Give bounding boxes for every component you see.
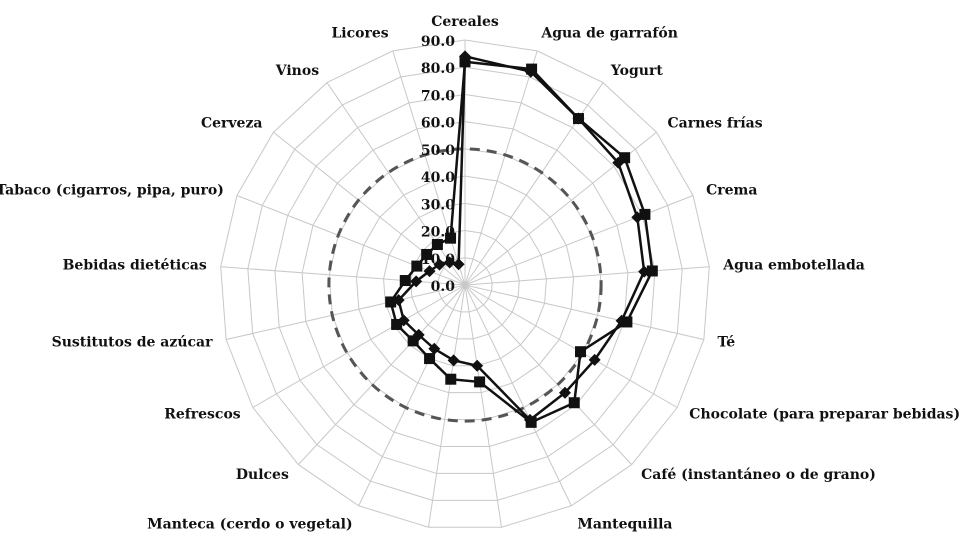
- tick-label: 60.0: [421, 116, 455, 132]
- marker: [615, 314, 628, 327]
- category-label: Agua de garrafón: [540, 26, 678, 42]
- category-label: Chocolate (para preparar bebidas): [689, 407, 960, 423]
- marker: [621, 316, 633, 328]
- marker: [631, 211, 644, 224]
- marker: [568, 397, 580, 409]
- marker: [452, 258, 465, 271]
- category-label: Crema: [706, 182, 757, 198]
- spoke: [464, 284, 572, 506]
- marker: [639, 208, 651, 220]
- marker: [385, 296, 397, 308]
- marker: [392, 294, 405, 307]
- spoke: [464, 284, 633, 465]
- marker: [391, 318, 403, 330]
- spoke: [273, 131, 466, 286]
- marker: [572, 112, 585, 125]
- category-label: Cerveza: [201, 116, 263, 132]
- category-label: Tabaco (cigarros, pipa, puro): [0, 182, 224, 198]
- spoke: [464, 284, 678, 408]
- grid-ring: [301, 121, 629, 448]
- category-label: Agua embotellada: [722, 258, 865, 274]
- spoke: [464, 284, 704, 341]
- marker: [588, 353, 601, 366]
- category-label: Yogurt: [610, 63, 663, 79]
- marker: [423, 265, 436, 278]
- marker: [646, 265, 658, 277]
- marker: [411, 260, 423, 272]
- spoke: [464, 50, 538, 286]
- grid-ring: [220, 39, 710, 528]
- category-label: Mantequilla: [577, 516, 672, 532]
- marker: [428, 342, 441, 355]
- category-label: Café (instantáneo o de grano): [641, 467, 876, 483]
- marker: [424, 353, 436, 365]
- marker: [558, 386, 571, 399]
- marker: [523, 413, 536, 426]
- marker: [410, 275, 423, 288]
- marker: [575, 346, 587, 358]
- marker: [399, 275, 411, 287]
- spoke: [297, 284, 466, 465]
- spoke: [326, 82, 466, 286]
- spoke: [226, 284, 466, 341]
- spoke: [427, 284, 466, 528]
- spoke: [220, 266, 466, 286]
- grid-ring: [410, 230, 520, 340]
- marker: [445, 232, 457, 244]
- category-label: Refrescos: [164, 407, 241, 423]
- tick-label: 50.0: [421, 143, 455, 159]
- marker: [412, 328, 425, 341]
- category-label: Licores: [331, 26, 388, 42]
- spoke: [464, 284, 503, 528]
- grid-ring: [437, 257, 493, 313]
- spoke: [252, 284, 466, 408]
- marker: [524, 65, 537, 78]
- marker: [443, 256, 456, 269]
- grid-ring: [355, 175, 575, 394]
- grid-ring: [383, 202, 547, 367]
- category-label: Té: [718, 335, 736, 351]
- category-label: Carnes frías: [667, 116, 762, 132]
- marker: [612, 156, 625, 169]
- spoke: [464, 82, 604, 286]
- marker: [459, 50, 471, 63]
- tick-label: 90.0: [421, 34, 455, 50]
- marker: [447, 354, 460, 367]
- tick-label: 40.0: [421, 170, 455, 186]
- marker: [619, 152, 631, 164]
- spoke: [392, 50, 466, 286]
- category-label: Bebidas dietéticas: [63, 258, 207, 274]
- category-label: Vinos: [275, 63, 319, 79]
- marker: [431, 239, 443, 251]
- grid-ring: [247, 66, 683, 501]
- marker: [397, 314, 410, 327]
- tick-label: 0.0: [431, 279, 456, 295]
- spoke: [358, 284, 466, 506]
- category-label: Dulces: [236, 467, 289, 483]
- marker: [433, 258, 446, 271]
- series-line: [397, 54, 646, 422]
- spoke: [464, 266, 710, 286]
- spoke: [464, 195, 694, 286]
- marker: [421, 248, 433, 260]
- marker: [638, 265, 651, 278]
- category-label: Cereales: [431, 14, 499, 30]
- tick-label: 30.0: [421, 197, 455, 213]
- marker: [445, 373, 457, 385]
- category-label: Sustitutos de azúcar: [52, 335, 214, 351]
- marker: [474, 376, 486, 388]
- marker: [407, 335, 419, 347]
- category-label: Manteca (cerdo o vegetal): [147, 516, 352, 532]
- grid-ring: [328, 148, 602, 421]
- tick-label: 80.0: [421, 61, 455, 77]
- marker: [471, 359, 484, 372]
- tick-label: 70.0: [421, 88, 455, 104]
- series-line: [389, 60, 654, 424]
- reference-circle: [327, 147, 603, 423]
